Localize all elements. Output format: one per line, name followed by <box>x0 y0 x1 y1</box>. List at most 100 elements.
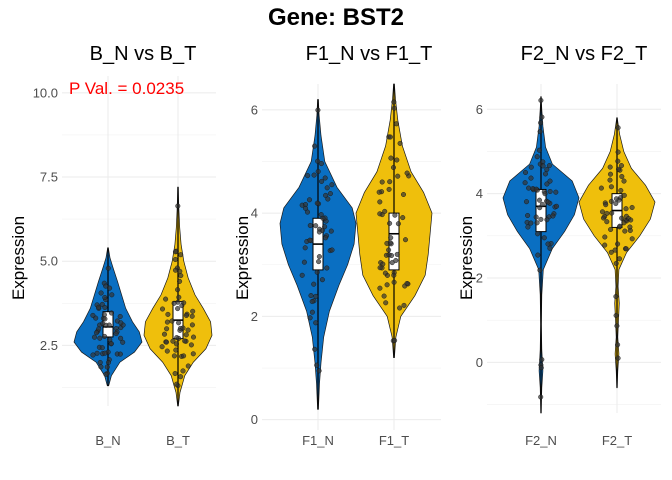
data-point-f1_t <box>387 179 393 185</box>
data-point-b_t <box>175 203 181 209</box>
data-point-f2_n <box>536 147 542 153</box>
data-point-f2_t <box>608 184 614 190</box>
data-point-b_t <box>175 287 181 293</box>
data-point-b_n <box>117 314 123 320</box>
data-point-f2_n <box>539 357 545 363</box>
data-point-f1_n <box>324 265 330 271</box>
data-point-b_t <box>161 331 167 337</box>
data-point-b_t <box>172 257 178 263</box>
data-point-f1_t <box>404 281 410 287</box>
panel-b-x-tick-label: B_T <box>166 433 190 448</box>
data-point-b_n <box>102 295 108 301</box>
data-point-f2_n <box>538 365 544 371</box>
data-point-b_n <box>106 322 112 328</box>
data-point-b_n <box>118 335 124 341</box>
panel-f2: F2_N vs F2_T Expression <box>457 43 647 300</box>
data-point-f2_t <box>613 196 619 202</box>
data-point-b_n <box>90 312 96 318</box>
panel-f2-y-tick-label: 2 <box>476 271 483 286</box>
data-point-b_t <box>170 338 176 344</box>
data-point-f2_t <box>609 210 615 216</box>
panel-b-y-tick-label: 10.0 <box>33 85 58 100</box>
data-point-f1_t <box>386 247 392 253</box>
panel-b: B_N vs B_T Expression <box>9 43 196 300</box>
data-point-f1_t <box>377 211 383 217</box>
data-point-f2_t <box>608 226 614 232</box>
data-point-f2_t <box>602 234 608 240</box>
data-point-b_t <box>189 313 195 319</box>
data-point-f2_n <box>533 214 539 220</box>
data-point-f1_t <box>403 237 409 243</box>
data-point-b_t <box>164 326 170 332</box>
data-point-f2_n <box>526 185 532 191</box>
data-point-f1_n <box>329 182 335 188</box>
data-point-f2_t <box>613 260 619 266</box>
data-point-b_n <box>98 290 104 296</box>
data-point-f2_t <box>623 246 629 252</box>
data-point-f1_n <box>316 259 322 265</box>
data-point-f1_t <box>379 179 385 185</box>
data-point-f1_t <box>391 279 397 285</box>
data-point-f1_t <box>394 157 400 163</box>
data-point-f1_t <box>388 235 394 241</box>
data-point-b_t <box>172 249 178 255</box>
data-point-f2_n <box>545 199 551 205</box>
data-point-b_t <box>190 351 196 357</box>
data-point-f1_t <box>377 265 383 271</box>
data-point-b_n <box>117 351 123 357</box>
data-point-b_n <box>107 337 113 343</box>
data-point-b_t <box>172 267 178 273</box>
data-point-f2_n <box>547 178 553 184</box>
data-point-b_n <box>113 331 119 337</box>
data-point-f2_n <box>539 114 545 120</box>
data-point-f1_t <box>393 258 399 264</box>
data-point-b_n <box>90 352 96 358</box>
data-point-b_t <box>172 371 178 377</box>
data-point-b_t <box>159 306 165 312</box>
data-point-f1_n <box>309 299 315 305</box>
data-point-f2_n <box>538 120 544 126</box>
data-point-f1_t <box>384 282 390 288</box>
data-point-f2_t <box>613 294 619 300</box>
data-point-b_n <box>98 364 104 370</box>
data-point-f1_t <box>382 208 388 214</box>
data-point-f1_n <box>319 178 325 184</box>
panel-f2-plot-area: 0 2 4 6 F2_N F2_T <box>476 84 661 448</box>
data-point-f1_t <box>391 272 397 278</box>
data-point-b_t <box>190 308 196 314</box>
data-point-b_t <box>188 342 194 348</box>
data-point-f2_n <box>524 199 530 205</box>
data-point-b_n <box>102 350 108 356</box>
data-point-f1_n <box>308 293 314 299</box>
data-point-f1_n <box>329 247 335 253</box>
data-point-f2_t <box>623 206 629 212</box>
data-point-f2_n <box>528 175 534 181</box>
data-point-f2_n <box>538 394 544 400</box>
data-point-b_t <box>169 318 175 324</box>
data-point-f1_n <box>309 309 315 315</box>
data-point-b_t <box>165 311 171 317</box>
data-point-f1_n <box>314 269 320 275</box>
data-point-f2_n <box>533 186 539 192</box>
data-point-f1_n <box>315 168 321 174</box>
data-point-f1_t <box>387 220 393 226</box>
data-point-b_t <box>163 339 169 345</box>
data-point-f1_n <box>323 192 329 198</box>
panel-f1-x-tick-label: F1_T <box>379 433 409 448</box>
data-point-f1_n <box>302 245 308 251</box>
data-point-f2_t <box>628 217 634 223</box>
data-point-f1_t <box>386 252 392 258</box>
data-point-f1_n <box>307 197 313 203</box>
data-point-b_n <box>96 304 102 310</box>
data-point-b_t <box>178 252 184 258</box>
data-point-f1_n <box>316 229 322 235</box>
data-point-f1_t <box>382 270 388 276</box>
data-point-b_t <box>189 322 195 328</box>
data-point-f1_t <box>387 240 393 246</box>
data-point-f1_t <box>395 221 401 227</box>
data-point-f2_t <box>629 204 635 210</box>
data-point-b_t <box>176 320 182 326</box>
data-point-f2_t <box>604 219 610 225</box>
data-point-f1_t <box>404 170 410 176</box>
data-point-f2_n <box>544 181 550 187</box>
